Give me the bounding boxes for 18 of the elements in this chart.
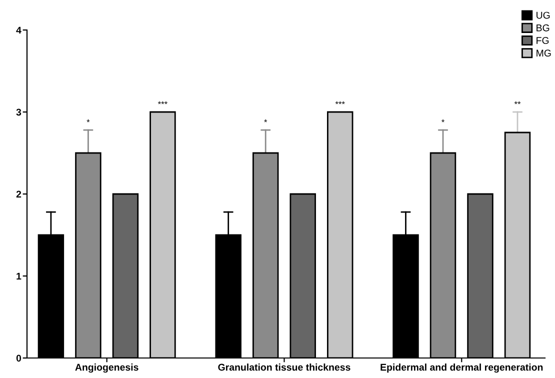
legend-label: MG	[536, 50, 551, 57]
x-tick-label: Angiogenesis	[75, 364, 138, 373]
y-tick-label: 1	[16, 272, 22, 280]
annotation: ***	[335, 101, 345, 104]
annotation: **	[514, 101, 521, 104]
y-tick-label: 0	[16, 354, 22, 362]
annotation: ***	[158, 101, 168, 104]
x-tick-label: Epidermal and dermal regeneration	[380, 364, 543, 373]
annotation: *	[86, 119, 90, 122]
legend-label: BG	[536, 24, 550, 32]
x-tick-label: Granulation tissue thickness	[218, 364, 350, 371]
annotation: *	[264, 119, 268, 122]
annotation: *	[442, 119, 444, 122]
y-tick-label: 3	[16, 108, 22, 116]
y-tick-label: 4	[16, 26, 22, 34]
legend-label: UG	[536, 12, 550, 19]
legend-label: FG	[536, 37, 549, 44]
y-tick-label: 2	[16, 190, 22, 198]
